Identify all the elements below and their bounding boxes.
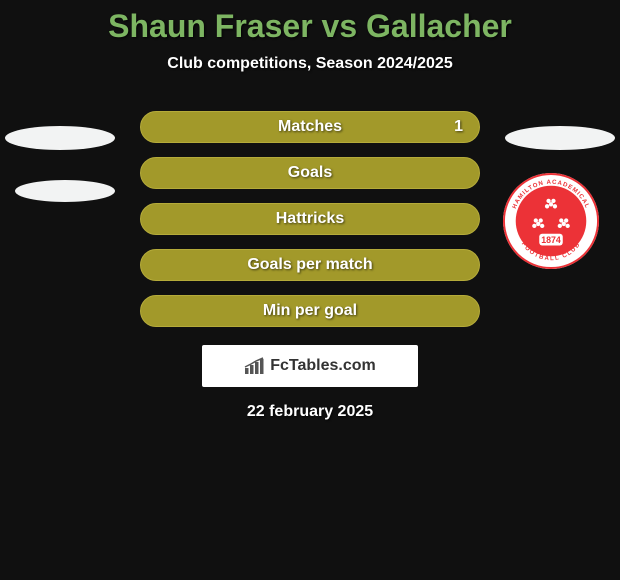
date-text: 22 february 2025	[0, 403, 620, 421]
stat-bar: Goals per match	[140, 249, 480, 281]
stat-label: Goals per match	[247, 256, 372, 274]
stat-row: Hattricks	[0, 203, 620, 235]
stat-row: Matches 1	[0, 111, 620, 143]
stat-label: Matches	[278, 118, 342, 136]
stat-row: Goals	[0, 157, 620, 189]
stat-row: Goals per match	[0, 249, 620, 281]
brand-box: FcTables.com	[202, 345, 418, 387]
comparison-card: Shaun Fraser vs Gallacher Club competiti…	[0, 0, 620, 580]
subtitle: Club competitions, Season 2024/2025	[0, 55, 620, 73]
page-title: Shaun Fraser vs Gallacher	[0, 8, 620, 45]
stat-label: Goals	[288, 164, 332, 182]
stat-bar: Min per goal	[140, 295, 480, 327]
stat-bar: Matches 1	[140, 111, 480, 143]
stat-row: Min per goal	[0, 295, 620, 327]
stat-value-right: 1	[454, 118, 463, 136]
brand-chart-icon	[244, 357, 266, 375]
stat-label: Hattricks	[276, 210, 344, 228]
stats-list: Matches 1 Goals Hattricks Goals per matc…	[0, 111, 620, 327]
stat-bar: Goals	[140, 157, 480, 189]
stat-bar: Hattricks	[140, 203, 480, 235]
brand-text: FcTables.com	[270, 357, 376, 375]
stat-label: Min per goal	[263, 302, 357, 320]
